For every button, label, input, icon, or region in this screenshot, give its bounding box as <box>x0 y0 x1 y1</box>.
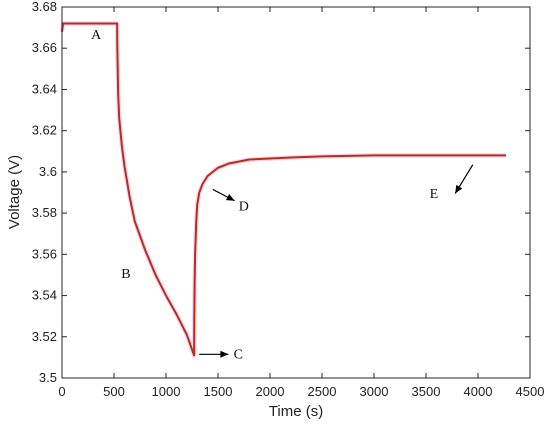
annotation-label: A <box>91 28 102 43</box>
plot-background <box>62 7 530 378</box>
annotation-label: D <box>239 200 249 215</box>
annotation-layer: A B C D E <box>91 28 474 362</box>
series-layer <box>59 21 507 358</box>
annotation-label: B <box>121 267 130 282</box>
y-tick-label: 3.52 <box>32 329 57 344</box>
x-tick-label: 1000 <box>152 384 181 399</box>
x-axis-title: Time (s) <box>269 403 323 420</box>
y-tick-label: 3.68 <box>32 0 57 14</box>
annotation-label: E <box>430 187 439 202</box>
x-tick-label: 1500 <box>204 384 233 399</box>
y-tick-label: 3.5 <box>39 370 57 385</box>
y-tick-label: 3.64 <box>32 81 57 96</box>
x-tick-label: 2000 <box>256 384 285 399</box>
x-tick-label: 2500 <box>308 384 337 399</box>
series-line <box>61 22 507 357</box>
x-tick-label: 500 <box>103 384 125 399</box>
y-axis-ticks: 3.5 3.52 3.54 3.56 3.58 3.6 3.62 3.64 3.66 3.68 <box>32 0 530 385</box>
x-tick-label: 4000 <box>464 384 493 399</box>
y-tick-label: 3.58 <box>32 205 57 220</box>
y-axis-title: Voltage (V) <box>6 155 23 229</box>
x-tick-label: 0 <box>58 384 65 399</box>
y-tick-label: 3.54 <box>32 288 57 303</box>
x-tick-label: 4500 <box>516 384 545 399</box>
annotation-arrow-head <box>455 184 463 194</box>
annotation-arrow-head <box>220 350 229 358</box>
x-axis-ticks: 0 500 1000 1500 2000 2500 3000 3500 4000 4500 <box>58 7 544 399</box>
y-tick-label: 3.62 <box>32 123 57 138</box>
y-tick-label: 3.66 <box>32 40 57 55</box>
y-tick-label: 3.6 <box>39 164 57 179</box>
annotation-label: C <box>234 347 243 362</box>
annotation-arrow-head <box>225 193 235 201</box>
y-tick-label: 3.56 <box>32 246 57 261</box>
plot-frame <box>61 6 531 379</box>
x-tick-label: 3000 <box>360 384 389 399</box>
x-tick-label: 3500 <box>412 384 441 399</box>
